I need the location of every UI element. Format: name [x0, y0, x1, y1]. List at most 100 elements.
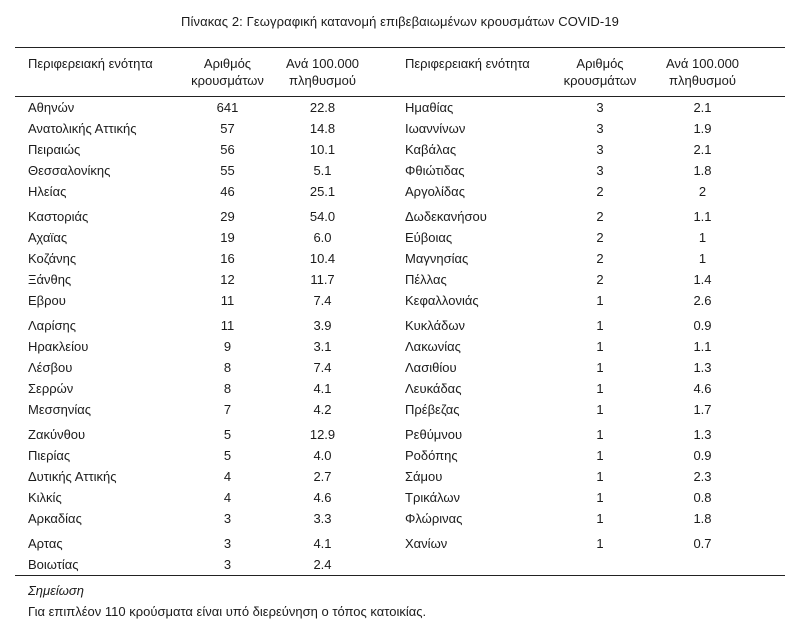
- case-count-cell: 1: [596, 536, 604, 551]
- case-count-cell: 1: [596, 490, 604, 505]
- case-count-cell: 12: [220, 272, 235, 287]
- rate-cell: 4.6: [313, 490, 332, 505]
- table-row: Κιλκίς 4 4.6 Τρικάλων 1 0.8: [15, 487, 785, 508]
- column-gap: [365, 424, 405, 445]
- region-name-cell: Μαγνησίας: [405, 251, 469, 266]
- rate-cell: 1.8: [693, 163, 712, 178]
- region-name-cell: Θεσσαλονίκης: [28, 163, 111, 178]
- region-name-cell: Ημαθίας: [405, 100, 454, 115]
- rate-cell: 1.9: [693, 121, 712, 136]
- covid-cases-table: Περιφερειακή ενότητα Αριθμός κρουσμάτων …: [15, 47, 785, 576]
- region-name-cell: Καβάλας: [405, 142, 457, 157]
- column-header-rate-left: Ανά 100.000 πληθυσμού: [285, 56, 360, 88]
- case-count-cell: 1: [596, 427, 604, 442]
- region-name-cell: Πιερίας: [28, 448, 71, 463]
- column-gap: [365, 181, 405, 202]
- table-row: Βοιωτίας 3 2.4: [15, 554, 785, 575]
- rate-cell: 2: [698, 184, 707, 199]
- case-count-cell: 1: [596, 293, 604, 308]
- table-row: Κοζάνης 16 10.4 Μαγνησίας 2 1: [15, 248, 785, 269]
- column-gap: [365, 269, 405, 290]
- region-name-cell: Λευκάδας: [405, 381, 462, 396]
- right-margin-gap: [755, 206, 785, 227]
- rate-cell: 0.9: [693, 448, 712, 463]
- region-name-cell: Κεφαλλονιάς: [405, 293, 479, 308]
- column-gap: [365, 290, 405, 311]
- table-row: Λαρίσης 11 3.9 Κυκλάδων 1 0.9: [15, 315, 785, 336]
- rate-cell: 6.0: [313, 230, 332, 245]
- region-name-cell: Λασιθίου: [405, 360, 457, 375]
- case-count-cell: 9: [223, 339, 232, 354]
- region-name-cell: Αχαϊας: [28, 230, 68, 245]
- region-name-cell: Δυτικής Αττικής: [28, 469, 117, 484]
- rate-cell: 1.1: [693, 209, 712, 224]
- region-name-cell: Ζακύνθου: [28, 427, 86, 442]
- table-row: Ηλείας 46 25.1 Αργολίδας 2 2: [15, 181, 785, 202]
- column-gap: [365, 315, 405, 336]
- case-count-cell: 57: [220, 121, 235, 136]
- right-margin-gap: [755, 160, 785, 181]
- region-name-cell: Ροδόπης: [405, 448, 458, 463]
- region-name-cell: Φλώρινας: [405, 511, 463, 526]
- case-count-cell: 55: [220, 163, 235, 178]
- column-gap: [365, 399, 405, 420]
- table-row: Μεσσηνίας 7 4.2 Πρέβεζας 1 1.7: [15, 399, 785, 420]
- case-count-cell: 4: [223, 469, 232, 484]
- region-name-cell: Εύβοιας: [405, 230, 453, 245]
- case-count-cell: 2: [596, 230, 604, 245]
- region-name-cell: Κοζάνης: [28, 251, 77, 266]
- rate-cell: 4.0: [313, 448, 332, 463]
- row-group: Αθηνών 641 22.8 Ημαθίας 3 2.1 Ανατολικής…: [15, 97, 785, 202]
- column-header-region-right: Περιφερειακή ενότητα: [405, 56, 530, 71]
- note-text: Για επιπλέον 110 κρούσματα είναι υπό διε…: [28, 604, 427, 619]
- column-gap: [365, 487, 405, 508]
- region-name-cell: Φθιώτιδας: [405, 163, 465, 178]
- right-margin-gap: [755, 357, 785, 378]
- case-count-cell: 3: [223, 511, 232, 526]
- region-name-cell: [405, 554, 550, 575]
- table-row: Ηρακλείου 9 3.1 Λακωνίας 1 1.1: [15, 336, 785, 357]
- right-margin-gap: [755, 554, 785, 575]
- case-count-cell: 46: [220, 184, 235, 199]
- table-row: Θεσσαλονίκης 55 5.1 Φθιώτιδας 3 1.8: [15, 160, 785, 181]
- right-margin-gap: [755, 118, 785, 139]
- table-row: Σερρών 8 4.1 Λευκάδας 1 4.6: [15, 378, 785, 399]
- case-count-cell: 11: [220, 318, 235, 333]
- column-gap: [365, 533, 405, 554]
- table-footnote: Σημείωση Για επιπλέον 110 κρούσματα είνα…: [15, 576, 785, 621]
- case-count-cell: 8: [223, 381, 232, 396]
- row-group: Αρτας 3 4.1 Χανίων 1 0.7 Βοιωτίας 3 2.4: [15, 533, 785, 575]
- table-row: Αρτας 3 4.1 Χανίων 1 0.7: [15, 533, 785, 554]
- table-row: Ζακύνθου 5 12.9 Ρεθύμνου 1 1.3: [15, 424, 785, 445]
- right-margin-gap: [755, 487, 785, 508]
- column-gap: [365, 554, 405, 575]
- case-count-cell: 56: [220, 142, 235, 157]
- column-gap: [365, 357, 405, 378]
- column-gap: [365, 336, 405, 357]
- rate-cell: 7.4: [313, 360, 332, 375]
- region-name-cell: Λέσβου: [28, 360, 73, 375]
- region-name-cell: Πρέβεζας: [405, 402, 460, 417]
- right-margin-gap: [755, 139, 785, 160]
- case-count-cell: 2: [596, 272, 604, 287]
- case-count-cell: 1: [596, 339, 604, 354]
- rate-cell: 2.3: [693, 469, 712, 484]
- rate-cell: 4.1: [313, 536, 332, 551]
- rate-cell: 2.1: [693, 100, 712, 115]
- rate-cell: 2.6: [693, 293, 712, 308]
- right-margin-gap: [755, 290, 785, 311]
- case-count-cell: 16: [220, 251, 235, 266]
- rate-cell: 1.8: [693, 511, 712, 526]
- rate-cell: 4.6: [693, 381, 712, 396]
- rate-cell: 10.4: [309, 251, 336, 266]
- rate-cell: 5.1: [313, 163, 332, 178]
- rate-cell: [650, 554, 755, 575]
- column-gap: [365, 139, 405, 160]
- case-count-cell: 4: [223, 490, 232, 505]
- rate-cell: 1.3: [693, 427, 712, 442]
- column-gap: [365, 206, 405, 227]
- column-header-cases-left: Αριθμός κρουσμάτων: [191, 56, 264, 88]
- rate-cell: 2.7: [313, 469, 332, 484]
- region-name-cell: Κιλκίς: [28, 490, 62, 505]
- region-name-cell: Δωδεκανήσου: [405, 209, 487, 224]
